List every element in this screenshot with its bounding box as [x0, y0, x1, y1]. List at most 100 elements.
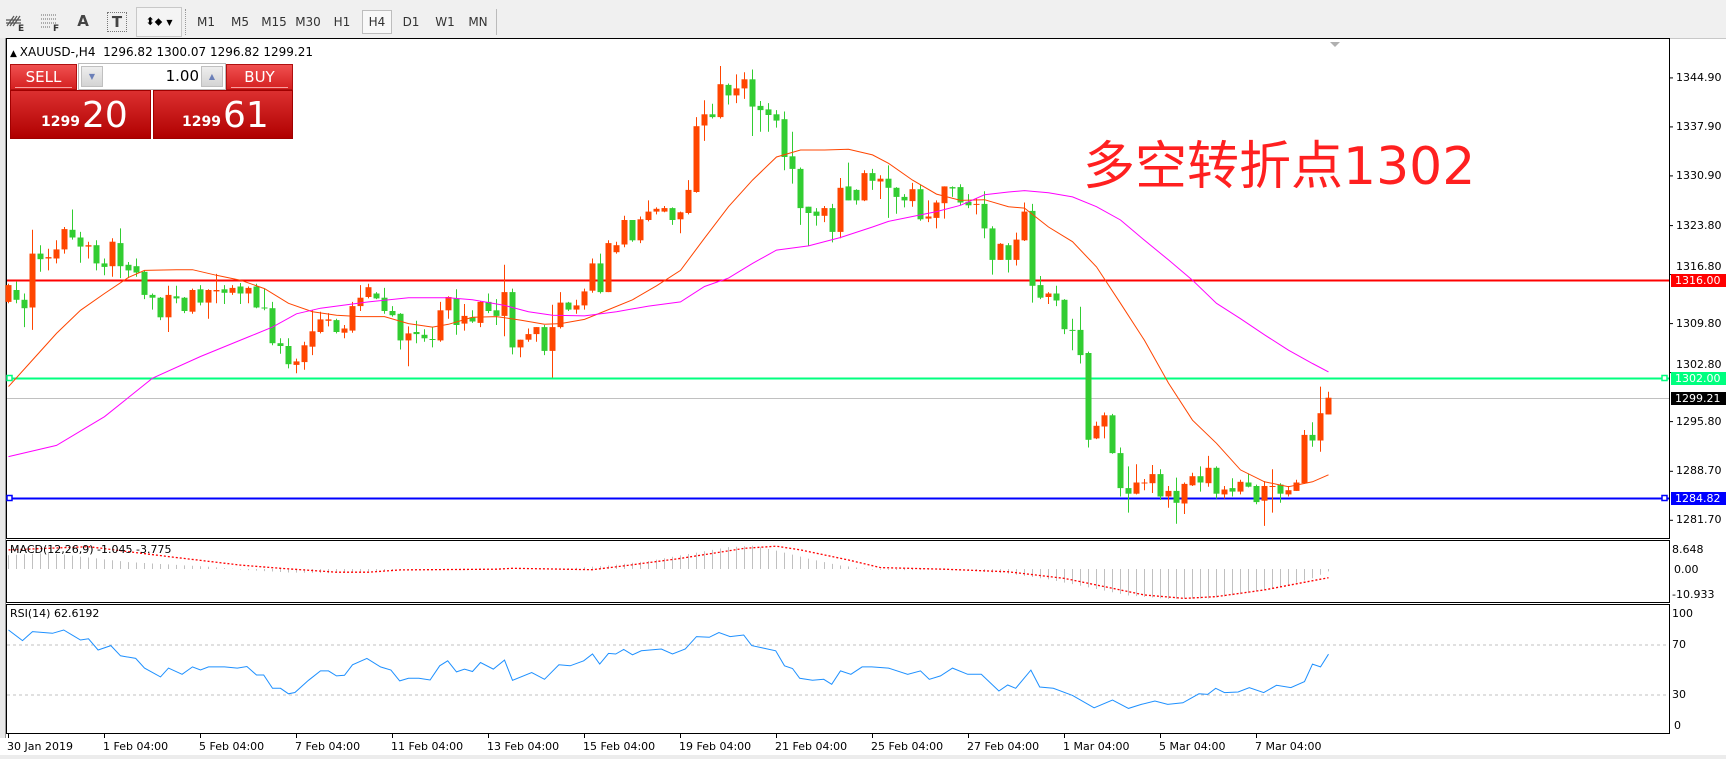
candle-bull [1205, 467, 1212, 484]
candle-bear [1061, 299, 1068, 330]
candle-bear [1037, 285, 1044, 298]
candle-bull [1021, 211, 1028, 241]
timeframe-w1-button[interactable]: W1 [435, 15, 455, 29]
fibonacci-icon[interactable]: F [38, 10, 62, 32]
candle-bull [317, 319, 324, 332]
price-tick-label: 1302.80 [1676, 358, 1722, 372]
sell-price-main: 20 [82, 95, 128, 136]
candle-bear [509, 292, 516, 348]
indicators-icon[interactable]: E [4, 10, 28, 32]
candle-bear [981, 203, 988, 229]
candle-bear [1053, 293, 1060, 301]
sell-price-button[interactable]: 1299 20 [10, 90, 151, 139]
candle-bear [421, 334, 428, 339]
candle-bear [989, 228, 996, 260]
time-tick-label: 30 Jan 2019 [7, 740, 73, 753]
candle-bull [1325, 397, 1332, 415]
text-tool-glyph: A [77, 12, 89, 30]
candle-bear [885, 178, 892, 188]
candle-bull [549, 327, 556, 351]
time-tick-label: 5 Feb 04:00 [199, 740, 265, 753]
rsi-label: RSI(14) 62.6192 [10, 607, 100, 620]
candle-bear [221, 289, 228, 293]
chart-header: ▲ XAUUSD-,H4 1296.82 1300.07 1296.82 129… [10, 45, 313, 59]
macd-panel-border [6, 540, 1670, 603]
triangle-down-icon: ▼ [88, 72, 96, 81]
price-tick-label: 1295.80 [1676, 414, 1722, 428]
timeframe-m1-button[interactable]: M1 [197, 15, 215, 29]
price-tick-label: 1337.90 [1676, 119, 1722, 133]
timeframe-h1-button[interactable]: H1 [333, 15, 351, 29]
window-bottom-strip [0, 755, 1726, 759]
buy-button[interactable]: BUY [226, 64, 293, 90]
candle-bear [957, 187, 964, 203]
text-label-icon[interactable]: T [107, 12, 127, 32]
candle-bear [805, 206, 812, 213]
buy-price-button[interactable]: 1299 61 [153, 90, 293, 139]
candle-bear [93, 245, 100, 264]
time-tick-label: 7 Mar 04:00 [1255, 740, 1322, 753]
triangle-up-icon: ▲ [208, 72, 216, 81]
candle-bull [693, 126, 700, 192]
candle-bear [597, 263, 604, 293]
line-handle [1661, 494, 1668, 502]
candle-bear [485, 301, 492, 311]
price-level-tag: 1316.00 [1671, 274, 1726, 288]
line-handle [1661, 374, 1668, 382]
volume-decrease-button[interactable]: ▼ [81, 66, 103, 87]
candle-bull [717, 84, 724, 118]
candle-bull [573, 305, 580, 310]
price-level-tag: 1302.00 [1671, 372, 1726, 386]
candle-bull [1261, 486, 1268, 501]
macd-axis-max: 8.648 [1672, 543, 1704, 556]
timeframe-d1-button[interactable]: D1 [402, 15, 420, 29]
candle-bear [125, 264, 132, 271]
volume-input[interactable]: 1.00 [165, 67, 199, 85]
candle-bear [285, 346, 292, 365]
macd-signal-line [8, 545, 1329, 600]
volume-stepper[interactable]: ▼ 1.00 ▲ [78, 63, 226, 90]
candle-bull [85, 245, 92, 247]
timeframe-m15-button[interactable]: M15 [261, 15, 287, 29]
candle-bear [845, 186, 852, 201]
collapse-triangle-icon[interactable]: ▲ [10, 49, 20, 59]
candle-bear [157, 297, 164, 318]
candle-bear [765, 109, 772, 115]
macd-label: MACD(12,26,9) -1.045 -3.775 [10, 543, 172, 556]
timeframe-m5-button[interactable]: M5 [231, 15, 249, 29]
text-tool-icon[interactable]: A [71, 10, 95, 32]
arrows-dropdown-button[interactable]: ⬍⬥ ▼ [136, 7, 182, 37]
rsi-axis-70: 70 [1672, 638, 1686, 651]
time-tick-label: 7 Feb 04:00 [295, 740, 361, 753]
candle-bull [621, 220, 628, 245]
candle-bull [405, 333, 412, 341]
candle-bear [141, 271, 148, 295]
time-tick-label: 5 Mar 04:00 [1159, 740, 1226, 753]
candle-bear [629, 220, 636, 241]
svg-text:F: F [53, 24, 59, 32]
candle-bull [581, 291, 588, 306]
text-label-glyph: T [111, 13, 123, 31]
rsi-line [8, 629, 1329, 709]
moving-average-fast-line [8, 148, 1329, 488]
volume-increase-button[interactable]: ▲ [201, 66, 223, 87]
candle-bull [933, 202, 940, 218]
candle-bear [813, 211, 820, 216]
candle-bull [605, 243, 612, 293]
price-level-tag: 1284.82 [1671, 492, 1726, 506]
candle-bull [365, 287, 372, 297]
time-tick-label: 25 Feb 04:00 [871, 740, 944, 753]
candle-bear [725, 84, 732, 96]
candle-bear [77, 237, 84, 247]
timeframe-m30-button[interactable]: M30 [295, 15, 321, 29]
timeframe-h4-button[interactable]: H4 [362, 10, 392, 34]
candle-bull [1165, 490, 1172, 497]
candle-bear [917, 189, 924, 220]
time-tick-label: 19 Feb 04:00 [679, 740, 752, 753]
timeframe-mn-button[interactable]: MN [468, 15, 488, 29]
candle-bear [13, 290, 20, 300]
sell-button[interactable]: SELL [10, 64, 77, 90]
candle-bear [1029, 210, 1036, 286]
candle-bull [525, 334, 532, 340]
